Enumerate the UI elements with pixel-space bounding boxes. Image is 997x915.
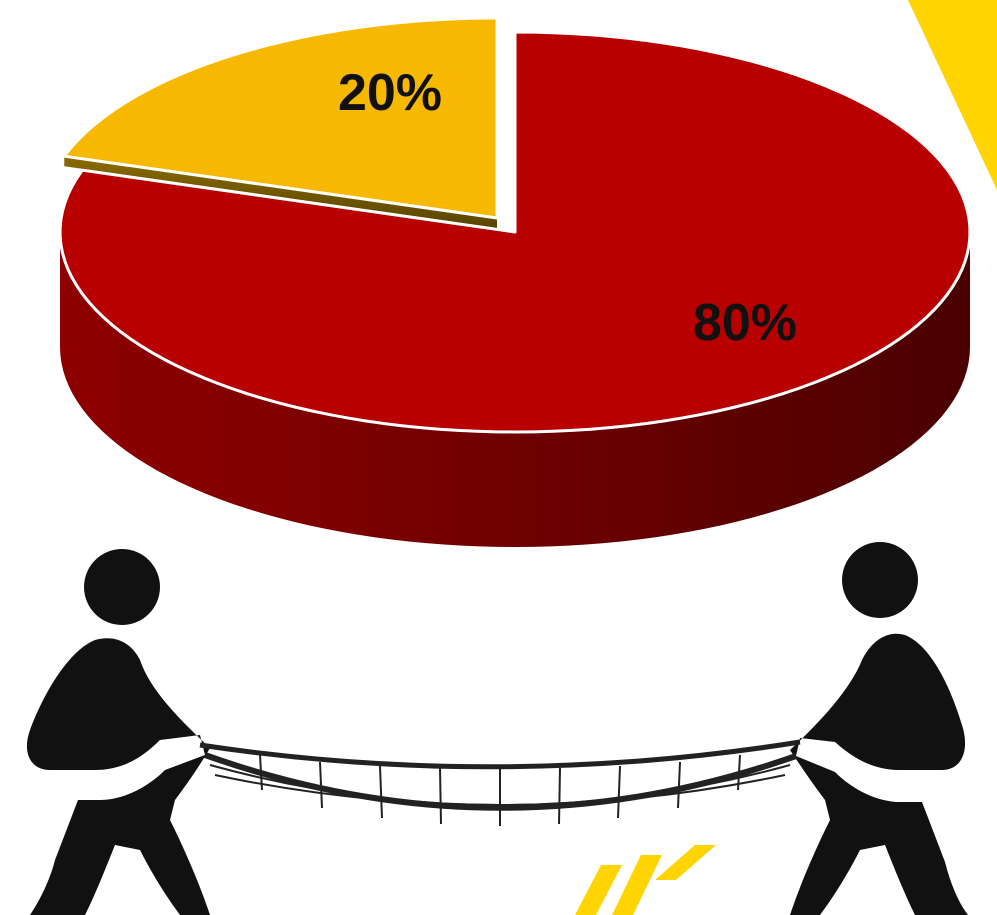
net-icon [199,739,801,826]
pie-slice-20 [62,16,499,220]
two-people-carrying-net-icon [26,542,968,915]
pie-side-80 [60,232,970,547]
pie-chart [58,16,972,547]
pie-edge-20 [64,156,497,228]
pie-slice-80 [58,30,972,434]
slice-label-80: 80% [693,294,797,352]
left-person-icon [26,549,210,915]
accent-corner-shape [908,0,997,190]
slice-label-20: 20% [338,64,442,122]
right-person-icon [790,542,968,915]
accent-slashes-icon [575,845,716,915]
